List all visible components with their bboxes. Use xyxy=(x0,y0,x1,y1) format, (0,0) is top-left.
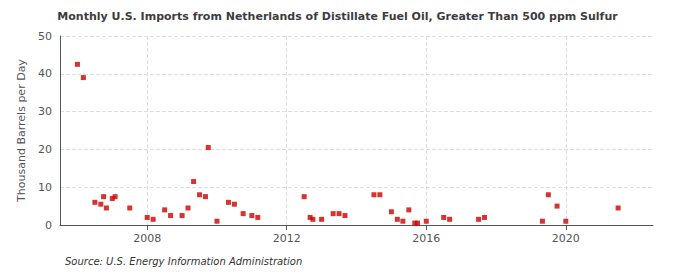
svg-text:30: 30 xyxy=(38,105,52,118)
svg-text:2008: 2008 xyxy=(133,232,161,245)
svg-text:40: 40 xyxy=(38,67,52,80)
svg-text:2020: 2020 xyxy=(552,232,580,245)
svg-text:Monthly U.S. Imports from Neth: Monthly U.S. Imports from Netherlands of… xyxy=(57,10,618,23)
svg-text:0: 0 xyxy=(45,219,52,232)
svg-text:Source: U.S. Energy Informatio: Source: U.S. Energy Information Administ… xyxy=(65,256,302,267)
svg-text:2016: 2016 xyxy=(412,232,440,245)
svg-text:2012: 2012 xyxy=(273,232,301,245)
svg-text:50: 50 xyxy=(38,30,52,43)
svg-text:Thousand Barrels per Day: Thousand Barrels per Day xyxy=(15,59,28,203)
svg-text:20: 20 xyxy=(38,143,52,156)
svg-text:10: 10 xyxy=(38,181,52,194)
